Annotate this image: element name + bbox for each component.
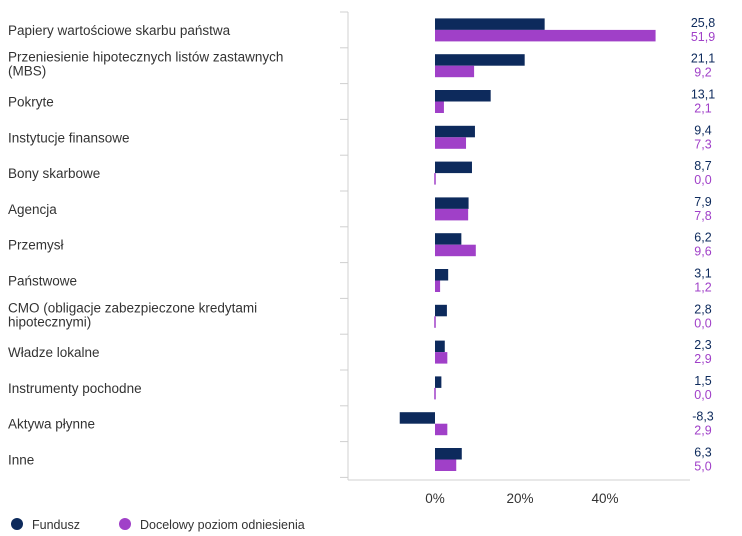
- value-label-docelowy: 0,0: [694, 316, 711, 330]
- category-label: Państwowe: [8, 274, 77, 289]
- value-label-docelowy: 0,0: [694, 388, 711, 402]
- bar-fundusz: [435, 54, 525, 66]
- category-label: CMO (obligacje zabezpieczone kredytami hi…: [8, 300, 257, 329]
- category-label: Przemysł: [8, 238, 64, 253]
- bar-fundusz: [435, 269, 449, 281]
- category-label: Inne: [8, 453, 34, 468]
- bar-docelowy: [435, 459, 457, 471]
- x-tick-label: 40%: [591, 491, 618, 506]
- category-label: Instytucje finansowe: [8, 130, 130, 145]
- value-label-fundusz: 21,1: [691, 52, 715, 66]
- value-label-docelowy: 9,2: [694, 66, 711, 80]
- value-label-docelowy: 1,2: [694, 281, 711, 295]
- value-label-fundusz: 9,4: [694, 123, 711, 137]
- bar-fundusz: [435, 161, 472, 174]
- category-label: Instrumenty pochodne: [8, 381, 142, 396]
- category-label: Pokryte: [8, 95, 54, 110]
- value-label-docelowy: 7,3: [694, 137, 711, 151]
- bar-docelowy: [435, 423, 448, 436]
- value-label-fundusz: -8,3: [692, 410, 714, 424]
- value-label-docelowy: 9,6: [694, 245, 711, 259]
- x-tick-label: 0%: [425, 491, 445, 506]
- category-labels: Papiery wartościowe skarbu państwa Przeni…: [8, 23, 283, 468]
- bar-fundusz: [435, 304, 447, 317]
- bar-fundusz: [435, 340, 445, 353]
- bars: [399, 18, 656, 471]
- bar-docelowy: [434, 173, 436, 185]
- value-label-docelowy: 2,9: [694, 424, 711, 438]
- category-label: Papiery wartościowe skarbu państwa: [8, 23, 231, 38]
- bar-docelowy: [435, 352, 448, 364]
- chart-axes: [340, 11, 690, 481]
- value-label-fundusz: 6,3: [694, 446, 711, 460]
- bar-fundusz: [435, 448, 462, 460]
- bar-docelowy: [434, 316, 436, 328]
- legend: Fundusz Docelowy poziom odniesienia: [11, 518, 305, 532]
- value-label-docelowy: 7,8: [694, 209, 711, 223]
- category-label: Bony skarbowe: [8, 166, 100, 181]
- bar-docelowy: [435, 208, 469, 221]
- value-label-docelowy: 5,0: [694, 460, 711, 474]
- bar-fundusz: [435, 125, 475, 138]
- category-label: Agencja: [8, 202, 57, 217]
- bar-docelowy: [435, 280, 441, 292]
- value-label-fundusz: 25,8: [691, 16, 715, 30]
- bar-fundusz: [399, 412, 435, 424]
- value-label-fundusz: 7,9: [694, 195, 711, 209]
- legend-marker-docelowy: [119, 518, 131, 530]
- x-tick-label: 20%: [506, 491, 533, 506]
- value-label-fundusz: 13,1: [691, 88, 715, 102]
- bar-docelowy: [434, 387, 436, 400]
- bar-docelowy: [435, 101, 444, 113]
- legend-label-docelowy: Docelowy poziom odniesienia: [140, 518, 305, 532]
- value-label-fundusz: 1,5: [694, 374, 711, 388]
- legend-marker-fundusz: [11, 518, 23, 530]
- value-label-fundusz: 3,1: [694, 267, 711, 281]
- bar-fundusz: [435, 18, 545, 30]
- category-label: Władze lokalne: [8, 345, 100, 360]
- value-label-docelowy: 2,9: [694, 352, 711, 366]
- bar-fundusz: [435, 90, 491, 102]
- bar-fundusz: [435, 197, 469, 209]
- value-label-docelowy: 0,0: [694, 173, 711, 187]
- bar-fundusz: [435, 233, 462, 245]
- value-label-fundusz: 6,2: [694, 231, 711, 245]
- value-label-docelowy: 2,1: [694, 102, 711, 116]
- bar-docelowy: [435, 29, 656, 42]
- value-label-fundusz: 8,7: [694, 159, 711, 173]
- value-label-fundusz: 2,8: [694, 302, 711, 316]
- category-label: Przeniesienie hipotecznych listów zastaw…: [8, 50, 283, 79]
- bar-docelowy: [435, 65, 475, 78]
- value-labels: 25,851,921,19,213,12,19,47,38,70,07,97,8…: [691, 16, 715, 474]
- legend-label-fundusz: Fundusz: [32, 518, 80, 532]
- x-tick-labels: 0% 20% 40%: [425, 491, 618, 506]
- value-label-fundusz: 2,3: [694, 338, 711, 352]
- value-label-docelowy: 51,9: [691, 30, 715, 44]
- category-label: Aktywa płynne: [8, 417, 95, 432]
- bar-docelowy: [435, 244, 476, 257]
- bar-fundusz: [435, 376, 442, 388]
- bar-docelowy: [435, 137, 467, 149]
